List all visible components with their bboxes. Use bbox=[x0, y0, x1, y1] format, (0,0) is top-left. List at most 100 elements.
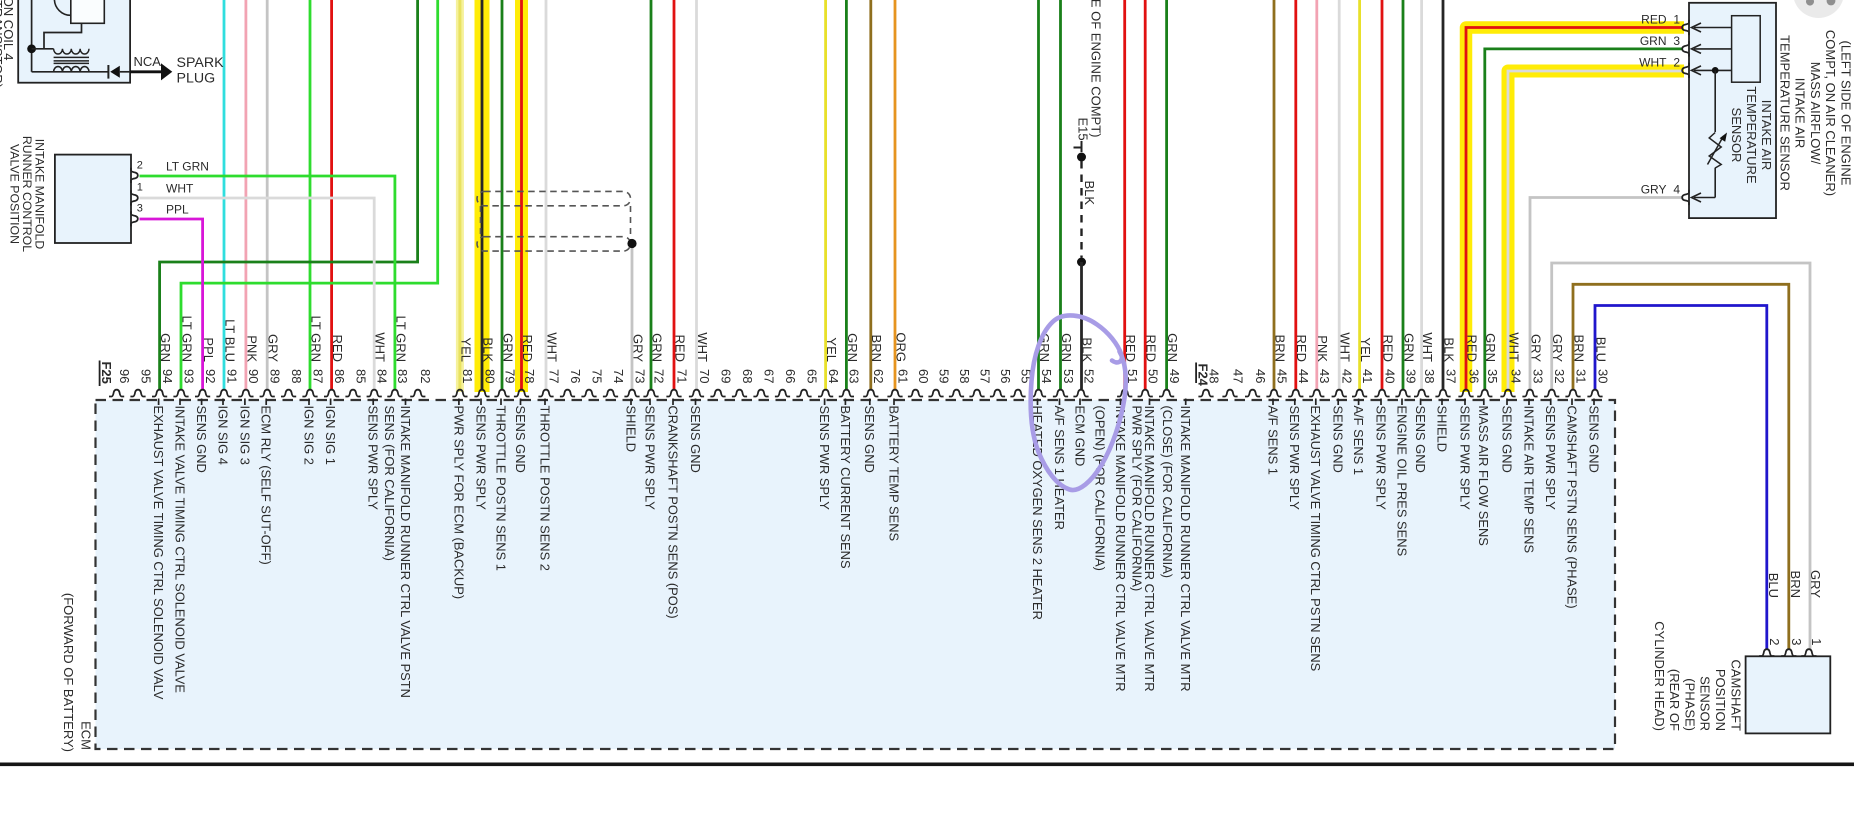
svg-text:INTAKE AIR TEMP SENS: INTAKE AIR TEMP SENS bbox=[1521, 406, 1536, 554]
svg-text:92: 92 bbox=[203, 369, 218, 383]
svg-text:RED: RED bbox=[1380, 335, 1395, 362]
svg-text:79: 79 bbox=[502, 369, 517, 383]
svg-text:RED: RED bbox=[1123, 335, 1138, 362]
svg-text:31: 31 bbox=[1573, 369, 1588, 383]
svg-text:GRN: GRN bbox=[1483, 333, 1498, 362]
svg-text:2: 2 bbox=[1673, 55, 1680, 69]
svg-text:LT GRN: LT GRN bbox=[393, 316, 408, 362]
svg-text:SENSOR: SENSOR bbox=[1729, 108, 1744, 163]
svg-text:96: 96 bbox=[117, 369, 132, 383]
svg-text:58: 58 bbox=[957, 369, 972, 383]
svg-text:37: 37 bbox=[1443, 369, 1458, 383]
svg-text:E OF ENGINE COMPT): E OF ENGINE COMPT) bbox=[1089, 0, 1104, 138]
svg-text:61: 61 bbox=[895, 369, 910, 383]
svg-text:83: 83 bbox=[395, 369, 410, 383]
svg-text:INTAKE AIR: INTAKE AIR bbox=[1759, 100, 1774, 171]
svg-text:SENS PWR SPLY: SENS PWR SPLY bbox=[1373, 406, 1388, 511]
svg-text:WHT: WHT bbox=[1338, 332, 1353, 362]
svg-text:(OPEN) (FOR CALIFORNIA): (OPEN) (FOR CALIFORNIA) bbox=[1093, 406, 1108, 571]
svg-text:CYLINDER HEAD): CYLINDER HEAD) bbox=[1652, 621, 1667, 731]
svg-text:THROTTLE POSTN SENS 2: THROTTLE POSTN SENS 2 bbox=[537, 406, 552, 571]
svg-text:F25: F25 bbox=[99, 362, 114, 384]
svg-text:GRY: GRY bbox=[266, 334, 281, 362]
svg-text:39: 39 bbox=[1403, 369, 1418, 383]
svg-text:WHT: WHT bbox=[544, 332, 559, 362]
svg-text:BRN: BRN bbox=[869, 335, 884, 362]
svg-text:RED: RED bbox=[672, 335, 687, 362]
svg-text:SENS GND: SENS GND bbox=[1413, 406, 1428, 473]
svg-text:BRN: BRN bbox=[1788, 571, 1803, 598]
svg-text:SENSOR: SENSOR bbox=[1698, 676, 1713, 731]
svg-text:GRY: GRY bbox=[1641, 183, 1667, 197]
svg-text:89: 89 bbox=[268, 369, 283, 383]
svg-text:F24: F24 bbox=[1195, 364, 1210, 387]
svg-text:62: 62 bbox=[871, 369, 886, 383]
svg-text:GRN: GRN bbox=[1401, 333, 1416, 362]
svg-text:45: 45 bbox=[1274, 369, 1289, 383]
svg-text:INTAKE MANIFOLD RUNNER CTRL VA: INTAKE MANIFOLD RUNNER CTRL VALVE MTR bbox=[1113, 406, 1128, 692]
svg-text:RED: RED bbox=[1464, 335, 1479, 362]
svg-text:CRANKSHAFT POSTN SENS (POS): CRANKSHAFT POSTN SENS (POS) bbox=[665, 406, 680, 619]
svg-text:BATTERY CURRENT SENS: BATTERY CURRENT SENS bbox=[838, 406, 853, 569]
svg-text:INTAKE MANIFOLD: INTAKE MANIFOLD bbox=[33, 139, 47, 250]
svg-text:BLK: BLK bbox=[1079, 337, 1094, 362]
svg-text:GRN: GRN bbox=[1640, 34, 1667, 48]
svg-text:RUNNER CONTROL: RUNNER CONTROL bbox=[20, 136, 34, 252]
svg-text:41: 41 bbox=[1360, 369, 1375, 383]
svg-text:42: 42 bbox=[1340, 369, 1355, 383]
svg-text:80: 80 bbox=[482, 369, 497, 383]
svg-text:87: 87 bbox=[310, 369, 325, 383]
svg-text:A/F SENS 1: A/F SENS 1 bbox=[1351, 406, 1366, 476]
svg-text:GRN: GRN bbox=[500, 333, 515, 362]
svg-text:COMPT, ON AIR CLEANER): COMPT, ON AIR CLEANER) bbox=[1823, 30, 1838, 196]
svg-text:95: 95 bbox=[138, 369, 153, 383]
svg-text:E15: E15 bbox=[1076, 118, 1091, 141]
svg-text:A/F SENS 1: A/F SENS 1 bbox=[1265, 406, 1280, 476]
svg-text:(CLOSE) (FOR CALIFORNIA): (CLOSE) (FOR CALIFORNIA) bbox=[1160, 406, 1175, 579]
svg-text:49: 49 bbox=[1167, 369, 1182, 383]
svg-text:38: 38 bbox=[1422, 369, 1437, 383]
svg-text:66: 66 bbox=[783, 369, 798, 383]
svg-text:63: 63 bbox=[847, 369, 862, 383]
svg-text:74: 74 bbox=[611, 369, 626, 383]
svg-text:1: 1 bbox=[137, 182, 143, 194]
svg-text:PNK: PNK bbox=[244, 335, 259, 362]
svg-text:88: 88 bbox=[289, 369, 304, 383]
svg-text:33: 33 bbox=[1530, 369, 1545, 383]
svg-text:65: 65 bbox=[804, 369, 819, 383]
svg-text:MASS AIR FLOW SENS: MASS AIR FLOW SENS bbox=[1476, 406, 1491, 546]
svg-text:BLK: BLK bbox=[1082, 181, 1097, 206]
svg-text:3: 3 bbox=[137, 203, 143, 215]
svg-text:2: 2 bbox=[137, 160, 143, 172]
svg-text:RED: RED bbox=[520, 335, 535, 362]
svg-text:SPARK: SPARK bbox=[177, 55, 225, 71]
svg-text:THROTTLE POSTN SENS 1: THROTTLE POSTN SENS 1 bbox=[493, 406, 508, 571]
svg-text:48: 48 bbox=[1206, 369, 1221, 383]
svg-text:SENS GND: SENS GND bbox=[862, 406, 877, 473]
svg-text:PWR SPLY FOR ECM (BACKUP): PWR SPLY FOR ECM (BACKUP) bbox=[451, 406, 466, 600]
svg-text:76: 76 bbox=[568, 369, 583, 383]
svg-text:(WITH POWER TRANSISTOR): (WITH POWER TRANSISTOR) bbox=[0, 0, 5, 88]
svg-text:PLUG: PLUG bbox=[177, 71, 216, 87]
svg-text:93: 93 bbox=[181, 369, 196, 383]
svg-text:SENS PWR SPLY: SENS PWR SPLY bbox=[366, 406, 381, 511]
svg-text:69: 69 bbox=[718, 369, 733, 383]
svg-text:86: 86 bbox=[332, 369, 347, 383]
svg-text:73: 73 bbox=[632, 369, 647, 383]
svg-text:ENGINE OIL PRES SENS: ENGINE OIL PRES SENS bbox=[1394, 406, 1409, 557]
svg-text:EXHAUST VALVE TIMING CTRL PSTN: EXHAUST VALVE TIMING CTRL PSTN SENS bbox=[1308, 406, 1323, 672]
svg-text:EXHAUST VALVE TIMING CTRL SOLE: EXHAUST VALVE TIMING CTRL SOLENOID VALV bbox=[151, 406, 166, 700]
svg-text:YEL: YEL bbox=[824, 337, 839, 362]
svg-text:POSITION: POSITION bbox=[1713, 669, 1728, 731]
svg-text:BRN: BRN bbox=[1571, 335, 1586, 362]
svg-text:RED: RED bbox=[1641, 13, 1667, 27]
svg-text:1: 1 bbox=[1673, 13, 1680, 27]
svg-text:ECM GND: ECM GND bbox=[1072, 406, 1087, 467]
svg-text:BRN: BRN bbox=[1272, 335, 1287, 362]
svg-text:85: 85 bbox=[353, 369, 368, 383]
svg-text:46: 46 bbox=[1253, 369, 1268, 383]
svg-text:BATTERY TEMP SENS: BATTERY TEMP SENS bbox=[886, 406, 901, 542]
svg-text:56: 56 bbox=[998, 369, 1013, 383]
svg-text:LT GRN: LT GRN bbox=[308, 316, 323, 362]
svg-text:SENS (FOR CALIFORNIA): SENS (FOR CALIFORNIA) bbox=[382, 406, 397, 561]
